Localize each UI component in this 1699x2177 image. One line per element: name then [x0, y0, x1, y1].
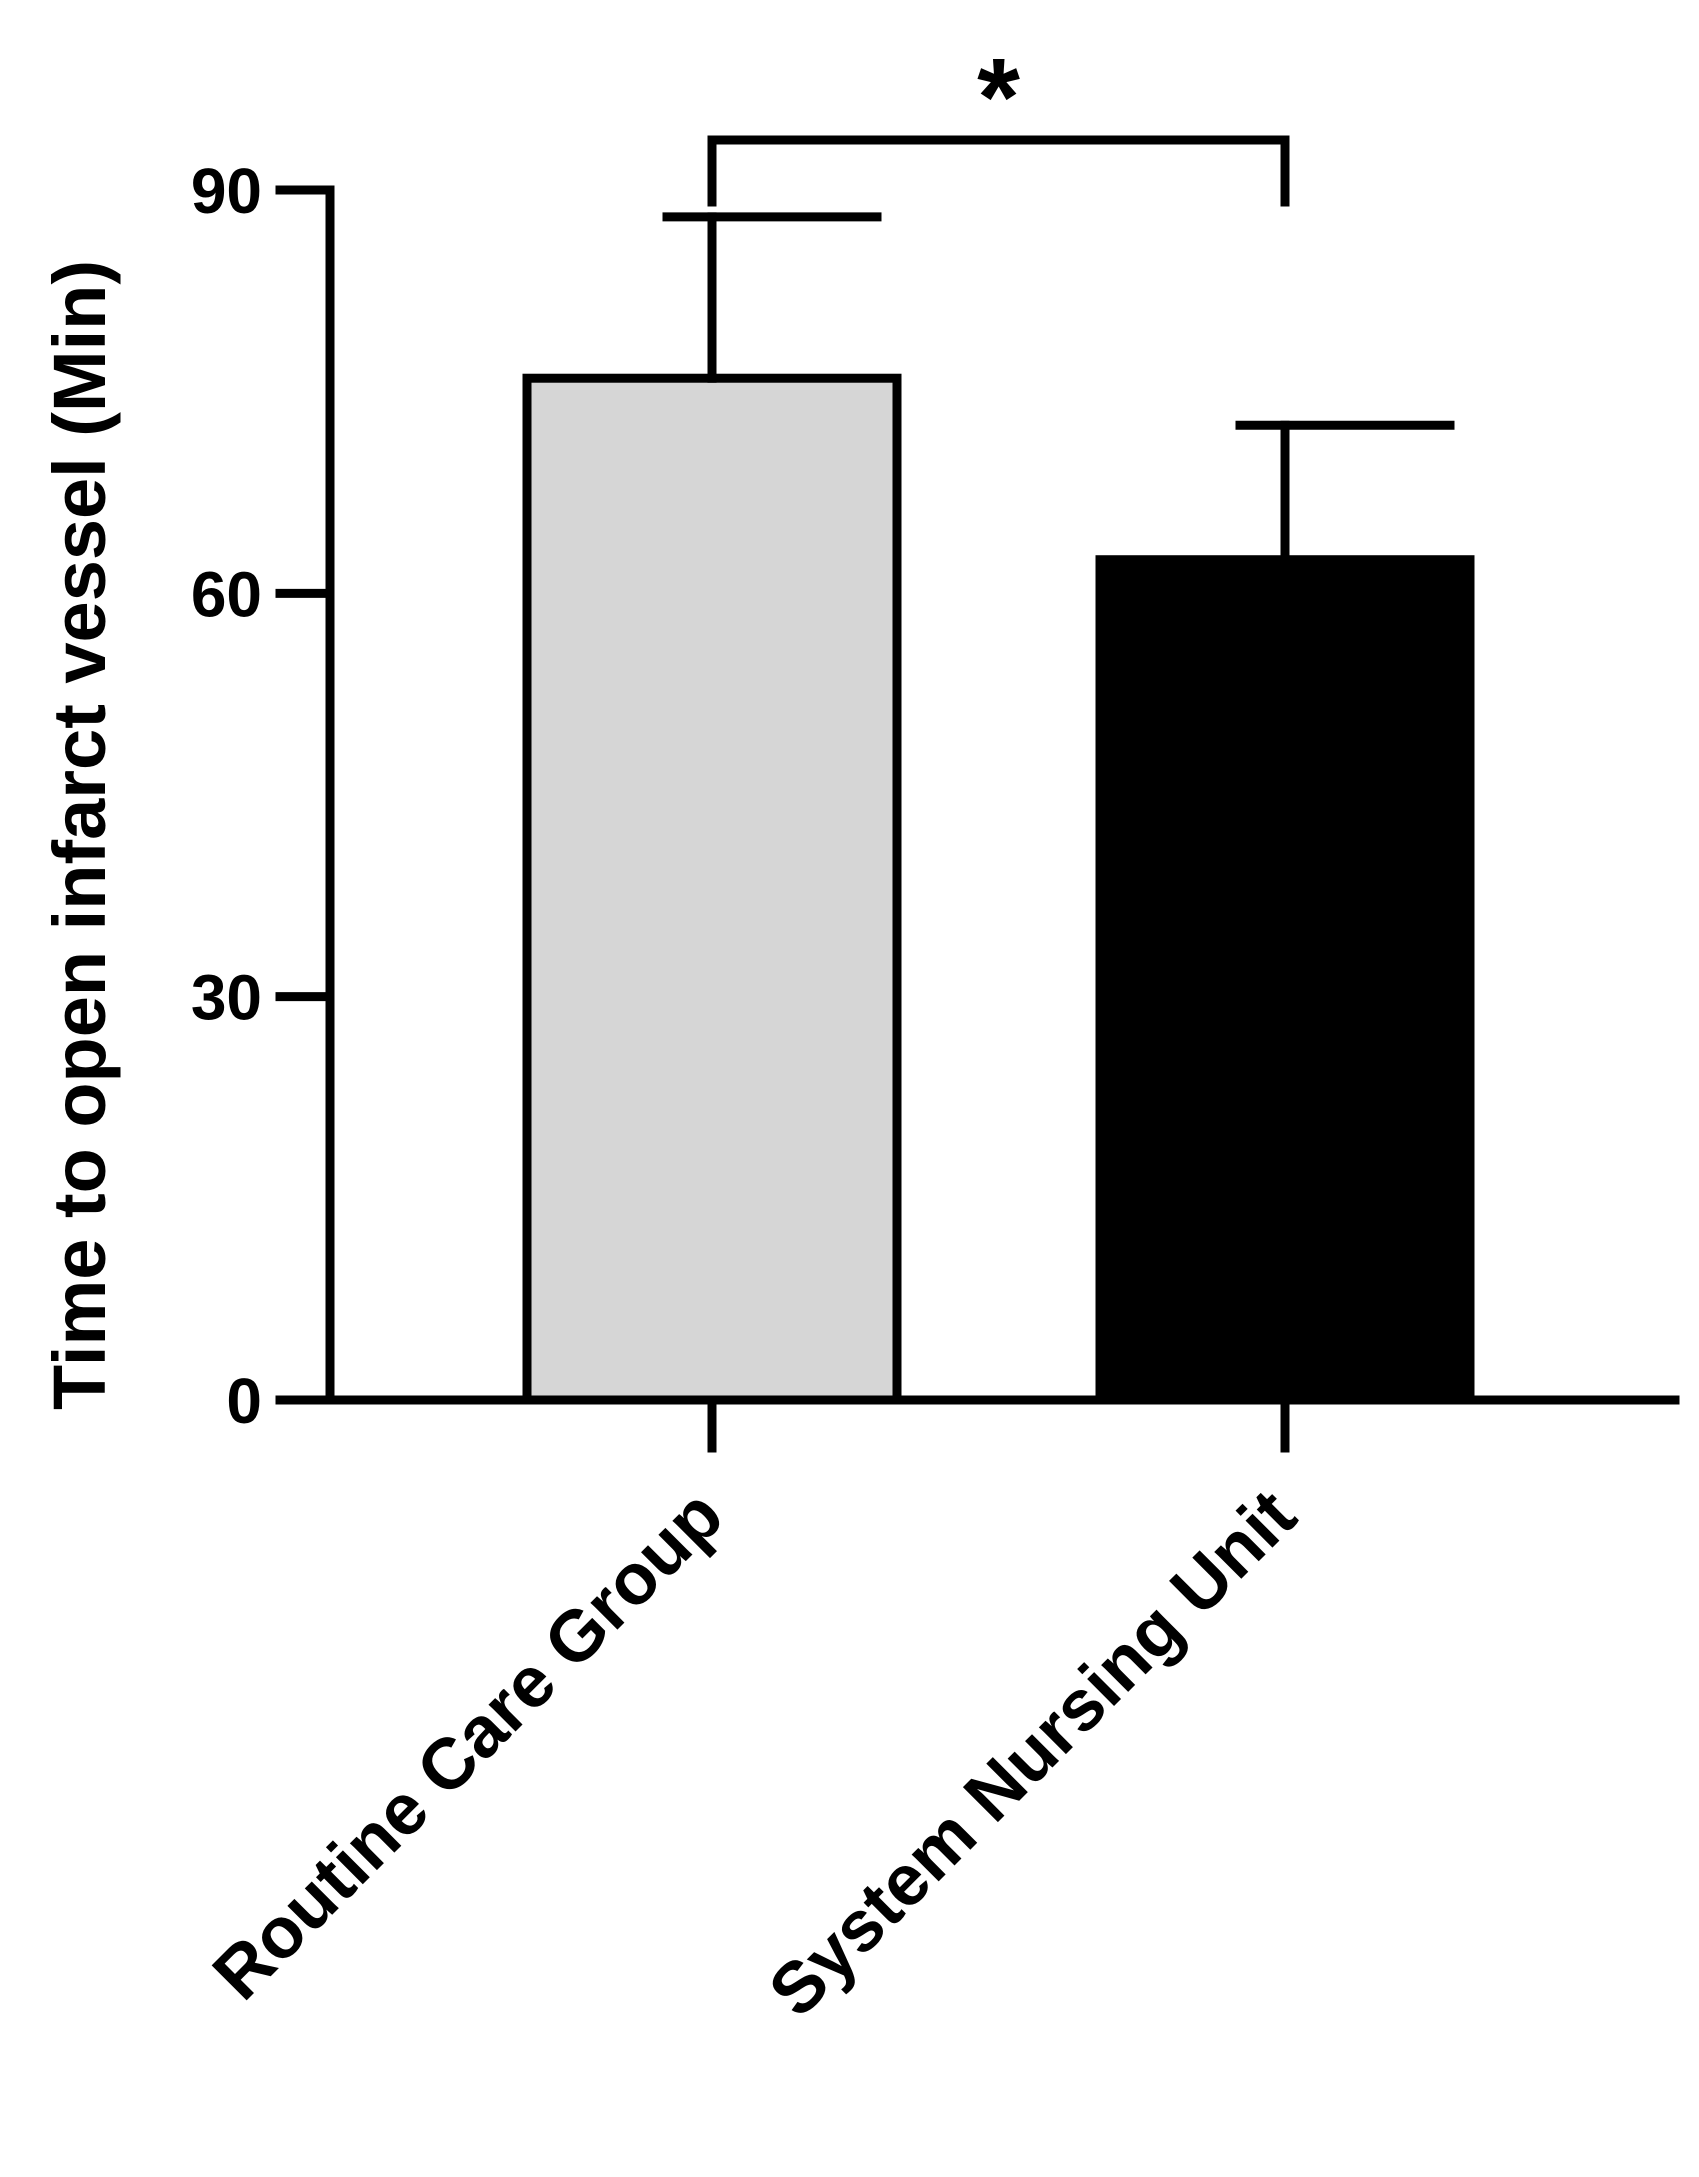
bar-1: [522, 373, 902, 1405]
significance-label: *: [977, 36, 1020, 159]
bars-layer: [522, 373, 1475, 1405]
y-axis-title: Time to open infarct vessel (Min): [38, 260, 121, 1410]
x-category-label: Routine Care Group: [198, 1475, 738, 2015]
x-category-label: System Nursing Unit: [754, 1475, 1311, 2032]
significance-layer: *: [707, 36, 1290, 207]
axes-layer: [275, 185, 1680, 1405]
error-bars-layer: [662, 212, 1455, 565]
bar-2: [1095, 555, 1475, 1405]
y-tick-label: 30: [191, 962, 262, 1034]
y-tick-label: 90: [191, 155, 262, 227]
y-tick-label: 60: [191, 558, 262, 630]
y-ticks-layer: 0 30 60 90: [191, 155, 335, 1437]
significance-bracket: [707, 135, 1290, 207]
x-ticks-layer: Routine Care Group System Nursing Unit: [198, 1395, 1311, 2032]
y-tick-label: 0: [226, 1365, 262, 1437]
